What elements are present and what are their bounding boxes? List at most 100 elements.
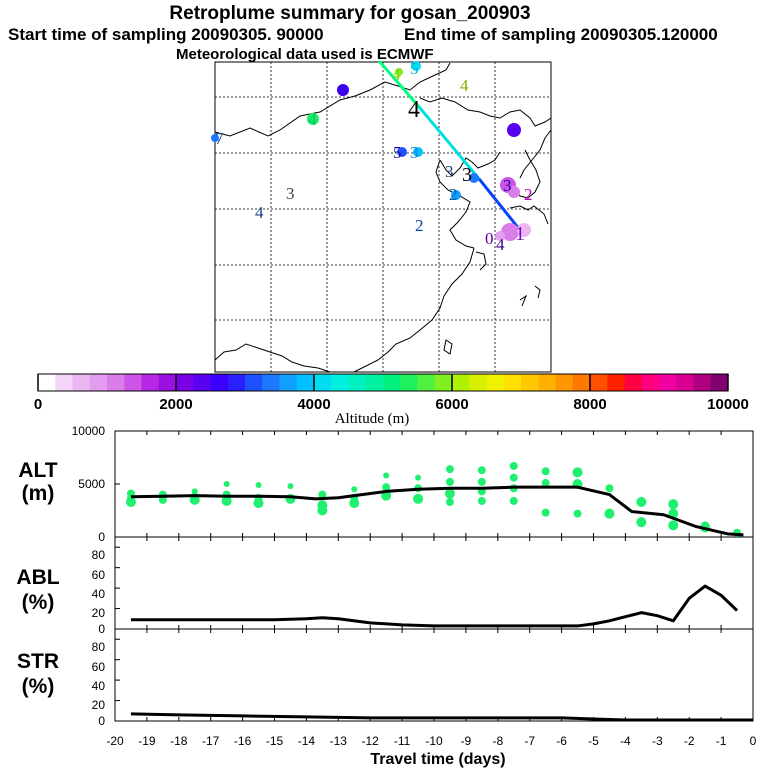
- alt-particle-dot: [349, 498, 360, 509]
- trajectory-segment: [378, 60, 422, 110]
- colorbar-cell: [383, 374, 401, 391]
- alt-particle-dot: [509, 473, 518, 482]
- map-gridlines: [215, 62, 551, 372]
- alt-panel-label: ALT: [18, 459, 57, 482]
- colorbar-cell: [659, 374, 677, 391]
- alt-particle-dot: [509, 496, 518, 505]
- x-tick-label: -16: [234, 734, 252, 748]
- alt-particle-dot: [318, 490, 327, 499]
- x-tick-label: -7: [524, 734, 535, 748]
- alt-particle-dot: [509, 461, 518, 470]
- alt-particle-dot: [125, 497, 136, 508]
- x-tick-label: -15: [266, 734, 284, 748]
- plume-blob: [501, 223, 519, 241]
- alt-particle-dot: [541, 508, 550, 517]
- str-plot-area: [114, 628, 754, 722]
- alt-y-ticks: 10000 5000 0: [72, 424, 106, 544]
- x-tick-label: -12: [362, 734, 380, 748]
- map-label: 3: [462, 164, 472, 186]
- colorbar-cell: [676, 374, 694, 391]
- colorbar-tick-label: 8000: [573, 396, 606, 413]
- colorbar-cell: [227, 374, 246, 391]
- colorbar-cell: [210, 374, 229, 391]
- colorbar-tick-label: 4000: [297, 396, 330, 413]
- colorbar-cell: [72, 374, 91, 391]
- alt-panel-unit: (m): [22, 482, 55, 505]
- colorbar-cell: [555, 374, 574, 391]
- alt-particle-dot: [668, 499, 679, 510]
- x-tick-label: -19: [138, 734, 156, 748]
- abl-panel-label: ABL: [16, 566, 59, 589]
- str-y-ticks: 80 60 40 20 0: [92, 640, 106, 728]
- x-tick-label: -11: [394, 734, 411, 748]
- abl-ytick-label: 40: [92, 587, 106, 601]
- colorbar-cell: [434, 374, 453, 391]
- abl-ytick-label: 60: [92, 568, 106, 582]
- plume-blob: [469, 173, 479, 183]
- alt-particle-dot: [636, 497, 647, 508]
- map-label: 2: [415, 216, 424, 235]
- figure-title: Retroplume summary for gosan_200903: [169, 3, 530, 24]
- colorbar-cell: [176, 374, 194, 391]
- end-time-label: End time of sampling 20090305.120000: [404, 25, 718, 44]
- str-ytick-label: 20: [92, 698, 106, 712]
- colorbar-tick-label: 2000: [159, 396, 192, 413]
- plume-blobs: [211, 61, 531, 241]
- trajectory-segment: [478, 178, 522, 232]
- plume-blob: [508, 186, 520, 198]
- colorbar-cell: [262, 374, 280, 391]
- str-ytick-label: 60: [92, 660, 106, 674]
- alt-particle-dot: [477, 477, 486, 486]
- x-tick-label: -5: [588, 734, 599, 748]
- map-label: 7: [215, 129, 224, 148]
- abl-ytick-label: 0: [98, 622, 105, 636]
- alt-particle-dot: [255, 482, 262, 489]
- abl-panel-unit: (%): [22, 591, 55, 614]
- alt-particle-dot: [636, 517, 647, 528]
- alt-particle-dot: [382, 483, 391, 492]
- map-label: 0: [485, 229, 494, 248]
- alt-particle-dot: [477, 466, 486, 475]
- str-panel-label: STR: [17, 650, 59, 673]
- colorbar-cell: [38, 374, 56, 391]
- alt-particle-dot: [605, 484, 614, 493]
- alt-particle-dot: [445, 498, 454, 507]
- colorbar-tick-label: 10000: [707, 396, 749, 413]
- alt-particle-dot: [445, 465, 454, 474]
- colorbar-cell: [400, 374, 418, 391]
- map-label: 4: [460, 76, 469, 95]
- plume-blob: [411, 61, 421, 71]
- trajectory-map: 4 5 4 4 4 0 5 3 3 3 3 2 2 2 3 4 0 1 4 7: [211, 59, 552, 373]
- start-time-label: Start time of sampling 20090305. 90000: [8, 25, 324, 44]
- alt-particle-dot: [445, 477, 454, 486]
- altitude-colorbar: 0 2000 4000 6000 8000 10000 Altitude (m): [34, 373, 749, 427]
- colorbar-cell: [331, 374, 349, 391]
- x-tick-label: -17: [202, 734, 220, 748]
- colorbar-ticks: 0 2000 4000 6000 8000 10000: [34, 374, 749, 413]
- map-label: 3: [445, 162, 454, 181]
- colorbar-cell: [365, 374, 384, 391]
- x-tick-label: -6: [556, 734, 567, 748]
- plume-blob: [507, 123, 521, 137]
- x-tick-label: -3: [652, 734, 663, 748]
- alt-ytick-label: 0: [98, 530, 105, 544]
- map-label: 4: [408, 97, 420, 123]
- colorbar-cell: [452, 374, 470, 391]
- colorbar-cell: [590, 374, 608, 391]
- alt-particle-dot: [383, 472, 390, 479]
- map-label: 4: [255, 203, 264, 222]
- str-line: [130, 712, 753, 722]
- alt-particle-dot: [317, 505, 328, 516]
- map-coastlines: [214, 62, 552, 373]
- colorbar-cell: [141, 374, 160, 391]
- map-label: 2: [449, 185, 458, 204]
- x-tick-label: -2: [684, 734, 695, 748]
- alt-particle-dot: [351, 486, 358, 493]
- x-tick-label: -1: [716, 734, 727, 748]
- alt-plot-area: [114, 430, 754, 538]
- str-series: [114, 629, 754, 722]
- colorbar-cell: [607, 374, 625, 391]
- alt-particle-dot: [287, 483, 294, 490]
- alt-line: [130, 485, 744, 537]
